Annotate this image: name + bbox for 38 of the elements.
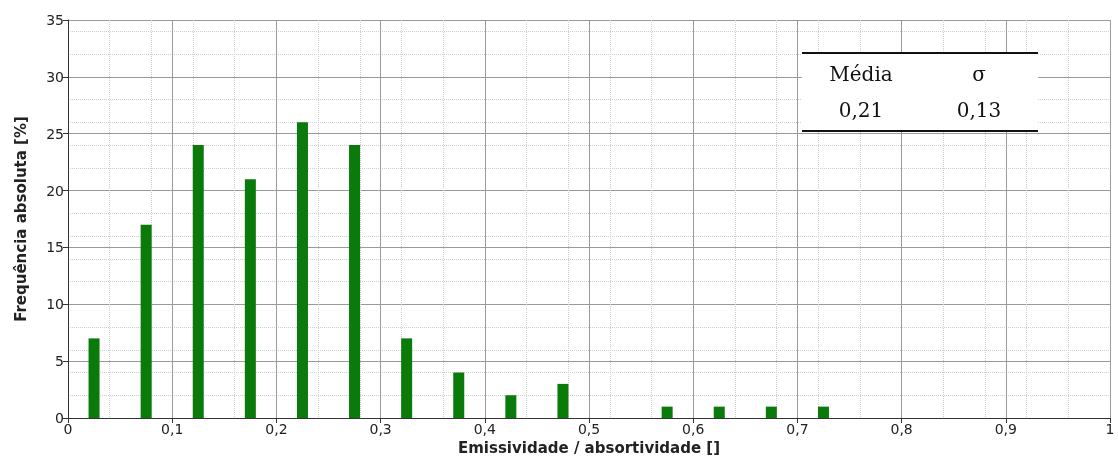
x-tick-label: 0,5: [577, 421, 601, 437]
y-tick-label: 10: [46, 296, 64, 313]
x-tick-label: 0,9: [994, 421, 1017, 437]
bar: [244, 179, 256, 418]
bar: [88, 338, 100, 418]
y-tick-label: 30: [46, 68, 64, 85]
x-tick-label: 0,4: [473, 421, 497, 437]
bar: [453, 372, 465, 418]
y-tick-label: 15: [46, 239, 64, 256]
x-tick-label: 1: [1105, 421, 1115, 437]
bar: [140, 224, 152, 418]
x-tick-label: 0,3: [369, 421, 392, 437]
y-tick-label: 5: [55, 353, 64, 370]
x-tick-label: 0,6: [682, 421, 705, 437]
x-tick-label: 0,7: [786, 421, 809, 437]
annotation: 0,13: [955, 97, 1003, 124]
y-tick-label: 25: [46, 125, 64, 142]
bar: [713, 406, 725, 418]
y-axis-title: Frequência absoluta [%]: [11, 116, 30, 322]
bar: [557, 383, 569, 418]
x-axis-title: Emissividade / absortividade []: [457, 439, 721, 458]
annotation: 0,21: [837, 97, 885, 124]
bar: [817, 406, 829, 418]
x-tick-label: 0,8: [890, 421, 913, 437]
bar: [661, 406, 673, 418]
x-tick-label: 0,1: [161, 421, 184, 437]
bar: [349, 145, 361, 418]
bar: [765, 406, 777, 418]
annotation: σ: [971, 61, 987, 88]
bar: [401, 338, 413, 418]
bar: [505, 395, 517, 418]
bar: [296, 122, 308, 418]
bar: [192, 145, 204, 418]
y-tick-label: 20: [46, 182, 64, 199]
x-tick-label: 0,2: [265, 421, 288, 437]
y-tick-label: 0: [55, 410, 64, 426]
annotation: Média: [828, 61, 894, 88]
y-tick-label: 35: [46, 12, 64, 28]
